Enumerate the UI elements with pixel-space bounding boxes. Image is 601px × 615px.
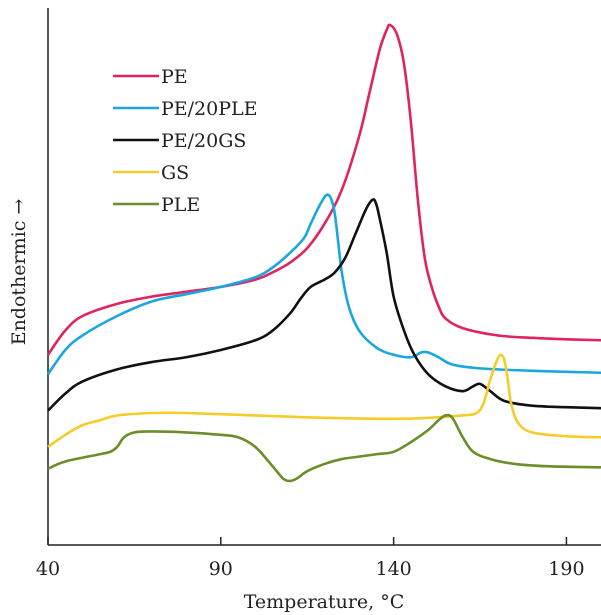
series-lines — [46, 23, 601, 483]
x-tick-label-90: 90 — [209, 558, 233, 580]
x-ticks: 40 90 140 190 — [36, 537, 585, 580]
series-line-pe — [46, 23, 601, 356]
x-axis-label: Temperature, °C — [244, 591, 405, 613]
legend-label-gs: GS — [161, 162, 189, 184]
series-line-pe-20ple — [46, 193, 601, 375]
series-line-ple — [47, 413, 601, 483]
legend: PE PE/20PLE PE/20GS GS PLE — [113, 66, 258, 216]
series-line-pe-20gs — [47, 198, 601, 412]
legend-label-pe-20ple: PE/20PLE — [161, 98, 258, 120]
x-tick-label-140: 140 — [375, 558, 411, 580]
legend-label-ple: PLE — [161, 194, 200, 216]
x-tick-label-40: 40 — [36, 558, 60, 580]
legend-label-pe: PE — [161, 66, 188, 88]
legend-label-pe-20gs: PE/20GS — [161, 130, 246, 152]
x-tick-label-190: 190 — [548, 558, 584, 580]
series-line-gs — [47, 353, 601, 449]
y-axis-label: Endothermic → — [8, 199, 30, 346]
plot-area: 40 90 140 190 — [36, 8, 601, 580]
